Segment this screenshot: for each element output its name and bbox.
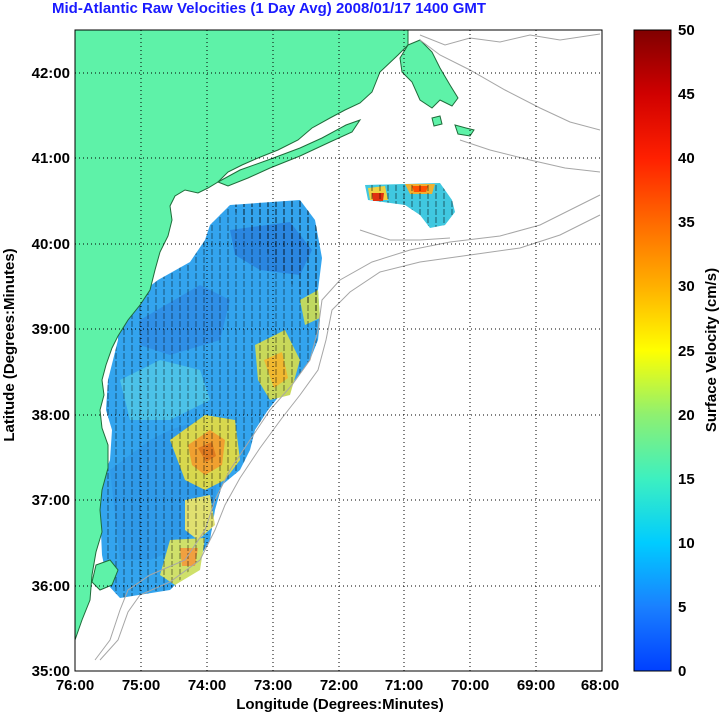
graticule xyxy=(75,30,602,671)
x-tick-label: 76:00 xyxy=(56,677,94,694)
y-tick-label: 38:00 xyxy=(32,407,70,424)
colorbar-tick-label: 5 xyxy=(678,599,686,616)
y-axis-label: Latitude (Degrees:Minutes) xyxy=(1,248,18,441)
bathymetry-contours xyxy=(94,33,601,661)
x-tick-label: 70:00 xyxy=(451,677,489,694)
x-tick-labels: 76:00 75:00 74:00 73:00 72:00 71:00 70:0… xyxy=(56,677,619,694)
y-tick-labels: 35:00 36:00 37:00 38:00 39:00 40:00 41:0… xyxy=(32,65,70,680)
colorbar-tick-label: 35 xyxy=(678,214,695,231)
x-tick-label: 71:00 xyxy=(385,677,423,694)
colorbar xyxy=(633,29,672,672)
colorbar-tick-label: 20 xyxy=(678,407,695,424)
x-tick-label: 73:00 xyxy=(254,677,292,694)
x-tick-label: 74:00 xyxy=(188,677,226,694)
colorbar-tick-label: 40 xyxy=(678,150,695,167)
y-tick-label: 40:00 xyxy=(32,236,70,253)
plot-frame xyxy=(74,29,603,672)
colorbar-tick-labels: 0 5 10 15 20 25 30 35 40 45 50 xyxy=(678,22,695,680)
x-tick-label: 75:00 xyxy=(122,677,160,694)
y-tick-label: 39:00 xyxy=(32,321,70,338)
x-tick-label: 69:00 xyxy=(517,677,555,694)
colorbar-tick-label: 30 xyxy=(678,278,695,295)
y-tick-label: 42:00 xyxy=(32,65,70,82)
colorbar-tick-label: 45 xyxy=(678,86,695,103)
velocity-patch-north xyxy=(365,183,455,228)
x-axis-label: Longitude (Degrees:Minutes) xyxy=(236,696,444,713)
colorbar-tick-label: 15 xyxy=(678,471,695,488)
colorbar-tick-label: 0 xyxy=(678,663,686,680)
colorbar-tick-label: 50 xyxy=(678,22,695,39)
velocity-field xyxy=(100,200,322,598)
colorbar-tick-label: 10 xyxy=(678,535,695,552)
y-tick-label: 35:00 xyxy=(32,663,70,680)
map-title: Mid-Atlantic Raw Velocities (1 Day Avg) … xyxy=(52,0,487,17)
colorbar-tick-label: 25 xyxy=(678,343,695,360)
colorbar-label: Surface Velocity (cm/s) xyxy=(703,268,720,432)
y-tick-label: 37:00 xyxy=(32,492,70,509)
y-tick-label: 36:00 xyxy=(32,578,70,595)
y-tick-label: 41:00 xyxy=(32,150,70,167)
x-tick-label: 68:00 xyxy=(581,677,619,694)
x-tick-label: 72:00 xyxy=(320,677,358,694)
